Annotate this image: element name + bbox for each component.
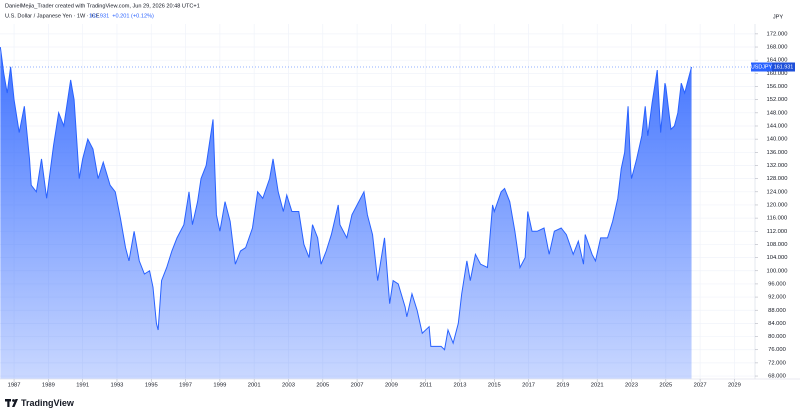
- x-tick-label: 2021: [591, 383, 604, 389]
- y-tick-label: 80.000: [768, 334, 786, 340]
- y-tick-label: 68.000: [768, 374, 786, 380]
- plot: [0, 46, 755, 379]
- y-tick-label: 136.000: [767, 150, 788, 156]
- x-tick-label: 1989: [42, 383, 55, 389]
- y-tick-label: 168.000: [767, 45, 788, 51]
- y-tick-label: 148.000: [767, 110, 788, 116]
- y-tick-label: 116.000: [767, 216, 788, 222]
- y-tick-label: 164.000: [767, 58, 788, 64]
- y-tick-label: 88.000: [768, 308, 786, 314]
- x-tick-label: 2027: [694, 383, 707, 389]
- x-tick-label: 2019: [556, 383, 569, 389]
- x-tick-label: 2011: [419, 383, 431, 389]
- y-tick-label: 124.000: [767, 189, 788, 195]
- y-tick-label: 104.000: [767, 255, 788, 261]
- x-tick-label: 2017: [522, 383, 535, 389]
- price-line: [0, 46, 693, 351]
- y-tick-label: 76.000: [768, 347, 786, 353]
- logo-icon: [12, 399, 18, 407]
- y-tick-label: 92.000: [768, 295, 786, 301]
- header-change: +0.201 (+0.12%): [112, 13, 154, 19]
- price-label: 161.931: [774, 64, 794, 70]
- x-tick-label: 1991: [76, 383, 89, 389]
- price-label-box: [751, 62, 772, 72]
- y-tick-label: 72.000: [768, 360, 786, 366]
- y-tick-label: 160.000: [767, 71, 788, 77]
- x-tick-label: 1987: [8, 383, 21, 389]
- price-label-box: [772, 62, 795, 72]
- y-tick-label: 144.000: [767, 124, 788, 130]
- x-tick-label: 1993: [111, 383, 124, 389]
- header-price: 161.931: [89, 13, 109, 19]
- y-tick-label: 156.000: [767, 84, 788, 90]
- brand: TradingView: [21, 398, 75, 408]
- area-fill: [0, 47, 692, 379]
- x-tick-label: 2001: [248, 383, 261, 389]
- y-tick-label: 140.000: [767, 137, 788, 143]
- x-tick-label: 2007: [351, 383, 364, 389]
- x-tick-label: 2025: [659, 383, 672, 389]
- y-tick-label: 132.000: [767, 163, 788, 169]
- x-tick-label: 2009: [385, 383, 398, 389]
- x-tick-label: 2013: [454, 383, 467, 389]
- logo: TradingView: [5, 398, 75, 408]
- y-tick-label: 128.000: [767, 176, 788, 182]
- x-tick-label: 1997: [179, 383, 192, 389]
- logo-icon: [12, 399, 15, 402]
- x-tick-label: 2023: [625, 383, 638, 389]
- attribution: DanielMejia_Trader created with TradingV…: [5, 3, 200, 9]
- y-tick-label: 84.000: [768, 321, 786, 327]
- chart-title: U.S. Dollar / Japanese Yen · 1W · ICE: [5, 13, 100, 19]
- y-tick-label: 112.000: [767, 229, 788, 235]
- y-tick-label: 100.000: [767, 268, 788, 274]
- y-tick-label: 120.000: [767, 202, 788, 208]
- y-tick-label: 172.000: [767, 31, 788, 37]
- logo-icon: [7, 399, 10, 407]
- x-tick-label: 1999: [213, 383, 226, 389]
- x-tick-label: 2029: [728, 383, 741, 389]
- x-tick-label: 1995: [145, 383, 158, 389]
- x-tick-label: 2015: [488, 383, 501, 389]
- x-tick-label: 2005: [316, 383, 329, 389]
- series-name: USDJPY: [751, 64, 773, 70]
- y-tick-label: 96.000: [768, 281, 786, 287]
- y-tick-label: 152.000: [767, 97, 788, 103]
- x-tick-label: 2003: [282, 383, 295, 389]
- y-tick-label: 108.000: [767, 242, 788, 248]
- currency-label: JPY: [773, 14, 784, 20]
